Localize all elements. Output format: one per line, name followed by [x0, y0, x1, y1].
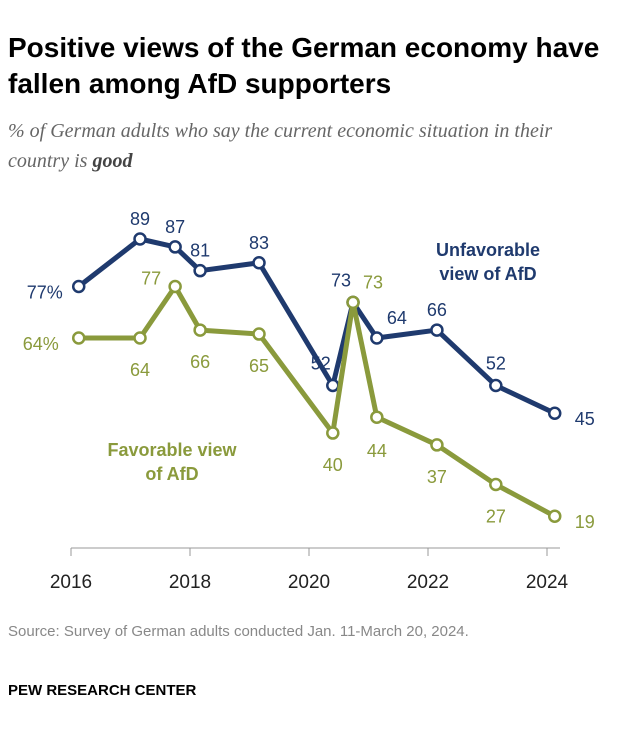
data-point — [370, 331, 384, 345]
subtitle-text: % of German adults who say the current e… — [8, 120, 553, 172]
data-label: 52 — [486, 354, 506, 374]
data-label: 52 — [311, 354, 331, 374]
chart-subtitle: % of German adults who say the current e… — [8, 116, 608, 176]
data-point — [71, 279, 86, 294]
data-label: 64 — [130, 360, 150, 380]
data-label: 40 — [323, 455, 343, 475]
data-label: 73 — [363, 272, 383, 292]
data-point — [252, 327, 266, 341]
data-label: 81 — [190, 241, 210, 261]
data-label: 73 — [331, 270, 351, 290]
data-label: 66 — [190, 352, 210, 372]
data-point — [193, 263, 207, 278]
data-label: 89 — [130, 209, 150, 229]
data-label: 65 — [249, 356, 269, 376]
subtitle-emphasis: good — [92, 150, 133, 172]
data-label: 45 — [575, 409, 595, 429]
data-label: 87 — [165, 217, 185, 237]
data-label: 44 — [367, 441, 387, 461]
data-label: 27 — [486, 507, 506, 527]
data-point — [430, 438, 444, 452]
data-point — [326, 426, 340, 440]
data-label: 64% — [23, 334, 59, 354]
source-note: Source: Survey of German adults conducte… — [8, 623, 469, 640]
org-name: PEW RESEARCH CENTER — [8, 682, 197, 699]
data-label: 77 — [141, 269, 161, 289]
data-label: 19 — [575, 512, 595, 532]
data-point — [168, 240, 182, 254]
data-label: 83 — [249, 233, 269, 253]
data-label: 66 — [427, 300, 447, 320]
data-label: 77% — [27, 283, 63, 303]
data-point — [547, 406, 562, 420]
data-point — [489, 378, 503, 393]
x-tick-label: 2020 — [288, 572, 330, 593]
data-point — [133, 232, 147, 246]
x-tick-label: 2022 — [407, 572, 449, 593]
data-point — [168, 279, 182, 294]
series-label-unfavorable: Unfavorable — [436, 240, 540, 260]
data-point — [252, 256, 266, 270]
x-tick-label: 2024 — [526, 572, 569, 593]
data-point — [547, 509, 562, 523]
data-point — [71, 331, 86, 345]
series-label-favorable: of AfD — [145, 464, 198, 484]
chart-title: Positive views of the German economy hav… — [8, 32, 600, 99]
data-point — [430, 323, 444, 337]
x-tick-label: 2018 — [169, 572, 211, 593]
data-point — [370, 410, 384, 424]
data-label: 37 — [427, 467, 447, 487]
data-point — [326, 378, 340, 393]
series-label-favorable: Favorable view — [107, 440, 237, 460]
x-tick-label: 2016 — [50, 572, 92, 593]
data-point — [489, 477, 503, 492]
series-label-unfavorable: view of AfD — [439, 264, 536, 284]
data-point — [346, 295, 360, 310]
data-point — [133, 331, 147, 345]
data-point — [193, 323, 207, 337]
data-label: 64 — [387, 308, 407, 328]
